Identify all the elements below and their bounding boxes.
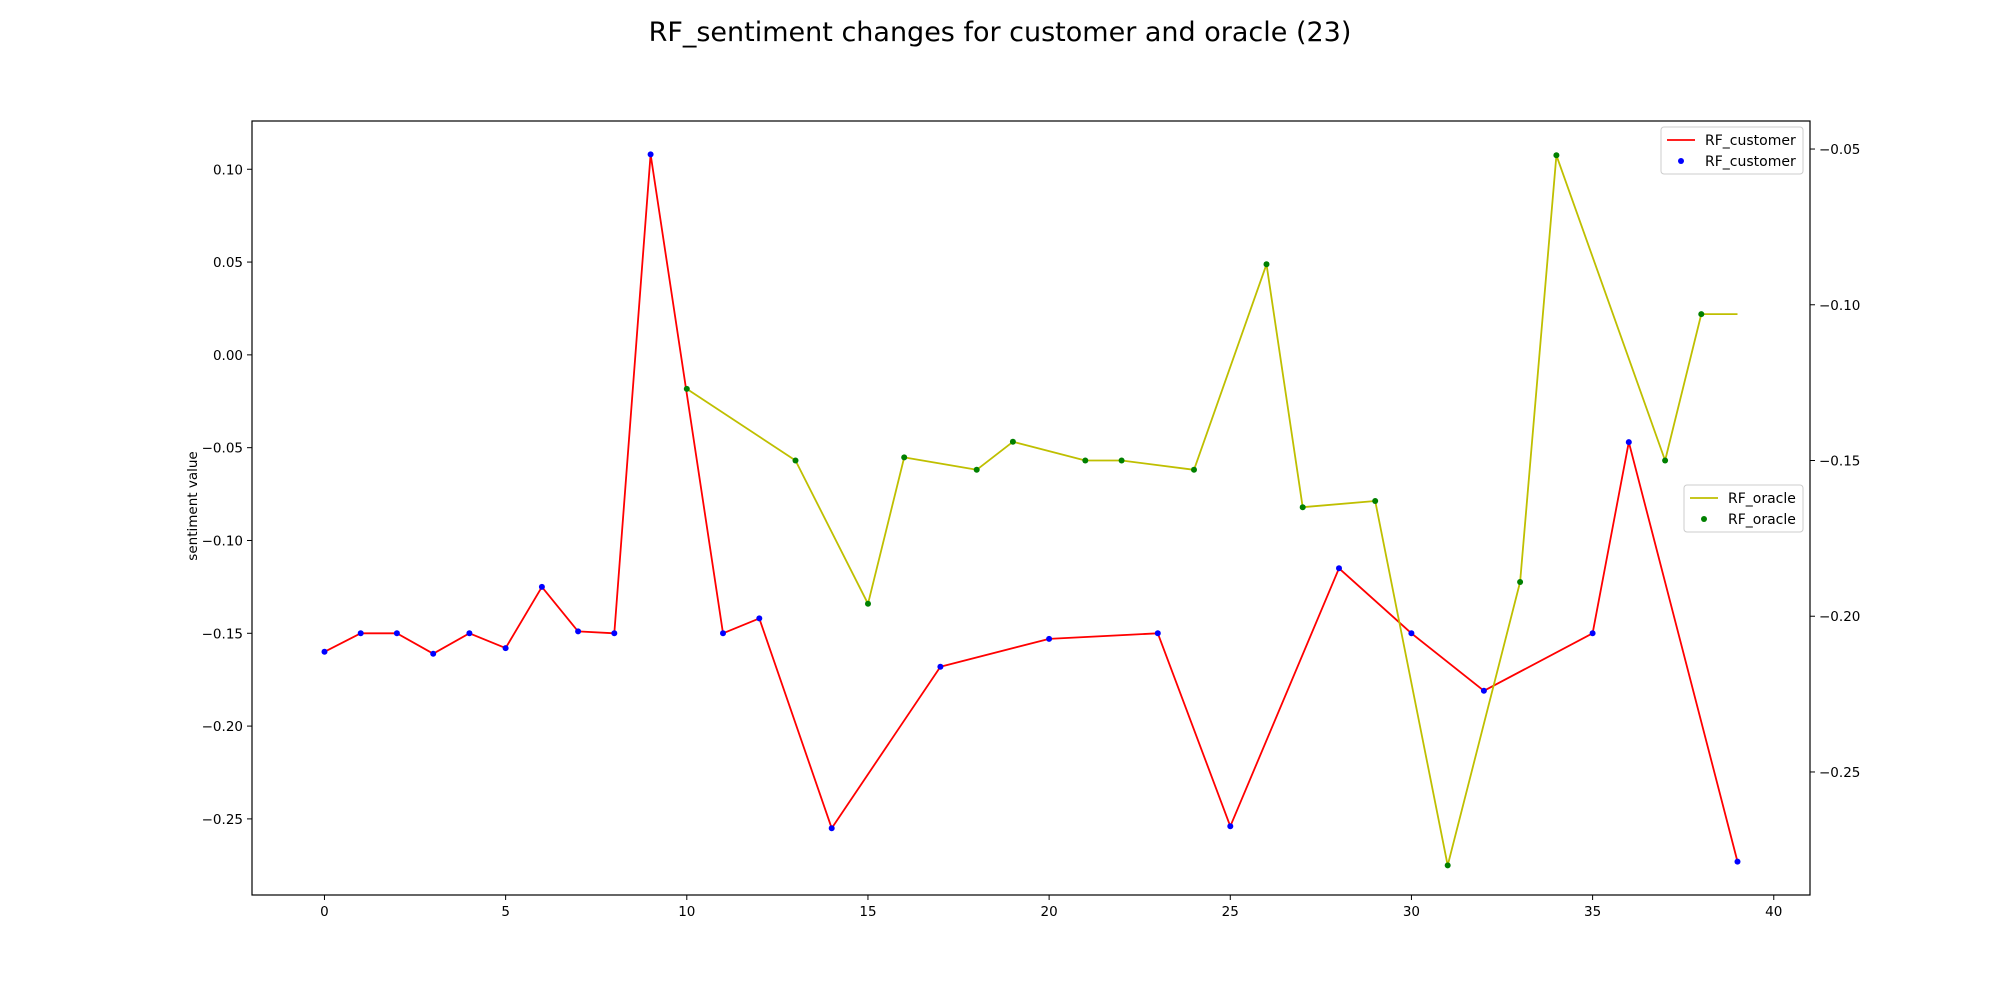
data-point-RF_customer bbox=[357, 630, 364, 637]
data-point-RF_customer bbox=[575, 628, 582, 635]
legend-label: RF_customer bbox=[1705, 133, 1796, 149]
chart-title: RF_sentiment changes for customer and or… bbox=[649, 17, 1352, 48]
data-point-RF_oracle bbox=[1299, 504, 1306, 511]
y-tick-label: −0.05 bbox=[202, 441, 243, 457]
data-point-RF_customer bbox=[1227, 823, 1234, 830]
legend-label: RF_customer bbox=[1705, 154, 1796, 170]
y-tick-label: 0.05 bbox=[213, 255, 243, 271]
y-tick-label: −0.25 bbox=[202, 812, 243, 828]
y-tick-label: 0.10 bbox=[213, 162, 243, 178]
data-point-RF_oracle bbox=[1009, 438, 1016, 445]
x-tick-label: 10 bbox=[678, 904, 695, 920]
x-tick-label: 5 bbox=[501, 904, 510, 920]
data-point-RF_oracle bbox=[1444, 862, 1451, 869]
data-point-RF_oracle bbox=[683, 385, 690, 392]
legend-RF_customer: RF_customer RF_customer bbox=[1660, 126, 1804, 175]
legend-RF_oracle: RF_oracle RF_oracle bbox=[1683, 484, 1804, 533]
legend-box bbox=[1683, 484, 1804, 533]
y2-tick-label: −0.15 bbox=[1819, 454, 1860, 470]
data-point-RF_oracle bbox=[792, 457, 799, 464]
y2-tick-label: −0.10 bbox=[1819, 298, 1860, 314]
data-point-RF_customer bbox=[611, 630, 618, 637]
axes: 0 5 10 15 20 25 30 35 40 0.10 0.05 0.00 −0.05 −0.10 −0… bbox=[202, 142, 1861, 920]
y-tick-label: −0.15 bbox=[202, 626, 243, 642]
data-point-RF_customer bbox=[393, 630, 400, 637]
data-point-RF_oracle bbox=[1191, 466, 1197, 473]
data-point-RF_customer bbox=[502, 645, 509, 652]
data-point-RF_customer bbox=[828, 825, 835, 832]
y2-tick-label: −0.25 bbox=[1819, 765, 1860, 781]
y2-tick-label: −0.20 bbox=[1819, 609, 1860, 625]
x-tick-label: 40 bbox=[1765, 904, 1782, 920]
data-point-RF_oracle bbox=[973, 466, 980, 473]
y2-tick-label: −0.05 bbox=[1819, 142, 1860, 158]
data-point-RF_customer bbox=[1480, 687, 1487, 694]
data-point-RF_customer bbox=[1046, 635, 1053, 642]
y-tick-label: 0.00 bbox=[213, 348, 243, 364]
y-axis-label: sentiment value bbox=[185, 451, 201, 560]
data-point-RF_oracle bbox=[1263, 261, 1270, 268]
x-tick-label: 20 bbox=[1041, 904, 1058, 920]
data-point-RF_customer bbox=[937, 663, 944, 670]
legend-marker-swatch bbox=[1701, 516, 1707, 522]
data-point-RF_customer bbox=[321, 648, 328, 655]
x-tick-label: 30 bbox=[1403, 904, 1420, 920]
data-point-RF_customer bbox=[466, 630, 473, 637]
plot-frame bbox=[251, 120, 1811, 896]
legends: RF_customer RF_customer RF_oracle RF_oracle bbox=[1660, 126, 1804, 533]
data-point-RF_customer bbox=[1336, 565, 1342, 572]
series-line-RF_oracle bbox=[686, 154, 1738, 867]
data-point-RF_customer bbox=[720, 630, 726, 637]
data-point-RF_oracle bbox=[1662, 457, 1669, 464]
data-point-RF_oracle bbox=[1372, 498, 1379, 504]
y-tick-label: −0.10 bbox=[202, 533, 243, 549]
data-point-RF_customer bbox=[756, 615, 763, 622]
legend-marker-swatch bbox=[1678, 158, 1684, 164]
data-point-RF_oracle bbox=[1553, 152, 1560, 159]
x-tick-label: 35 bbox=[1584, 904, 1601, 920]
data-point-RF_customer bbox=[1589, 630, 1596, 637]
legend-label: RF_oracle bbox=[1728, 491, 1796, 507]
data-point-RF_oracle bbox=[1118, 457, 1125, 464]
plot-area bbox=[321, 151, 1741, 869]
data-point-RF_customer bbox=[430, 650, 437, 657]
data-point-RF_oracle bbox=[1698, 311, 1705, 318]
data-point-RF_oracle bbox=[901, 454, 908, 461]
legend-label: RF_oracle bbox=[1728, 512, 1796, 528]
x-tick-label: 15 bbox=[859, 904, 876, 920]
data-point-RF_customer bbox=[538, 583, 545, 590]
data-point-RF_oracle bbox=[1082, 457, 1089, 464]
data-point-RF_customer bbox=[1734, 858, 1741, 865]
x-tick-label: 0 bbox=[320, 904, 329, 920]
data-point-RF_customer bbox=[1154, 630, 1161, 637]
data-point-RF_oracle bbox=[865, 600, 871, 607]
data-point-RF_oracle bbox=[1517, 579, 1524, 585]
data-point-RF_customer bbox=[1408, 630, 1415, 637]
data-point-RF_customer bbox=[647, 151, 654, 158]
x-tick-label: 25 bbox=[1222, 904, 1239, 920]
data-point-RF_customer bbox=[1625, 439, 1632, 446]
y-tick-label: −0.20 bbox=[202, 719, 243, 735]
legend-box bbox=[1660, 126, 1804, 175]
